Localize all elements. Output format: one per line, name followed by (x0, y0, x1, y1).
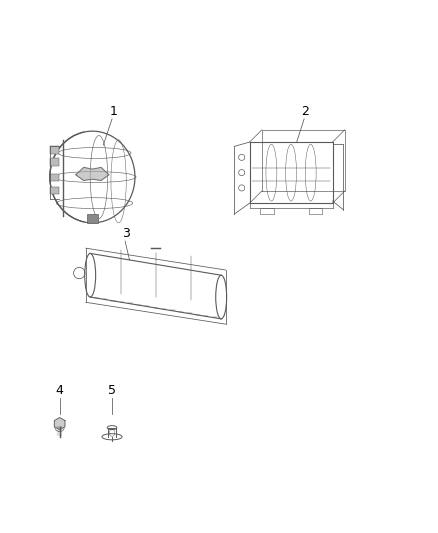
Bar (49, 174, 59, 181)
Bar (308, 208, 321, 214)
Text: 4: 4 (56, 384, 64, 398)
Polygon shape (76, 167, 109, 181)
Bar (49, 147, 59, 154)
Bar (261, 208, 274, 214)
Text: 2: 2 (301, 105, 309, 118)
Text: 3: 3 (123, 227, 131, 240)
Text: 5: 5 (108, 384, 116, 398)
Bar (49, 187, 59, 195)
Bar (87, 214, 98, 223)
Text: 1: 1 (110, 105, 117, 118)
Bar (49, 158, 59, 166)
Polygon shape (54, 417, 65, 430)
